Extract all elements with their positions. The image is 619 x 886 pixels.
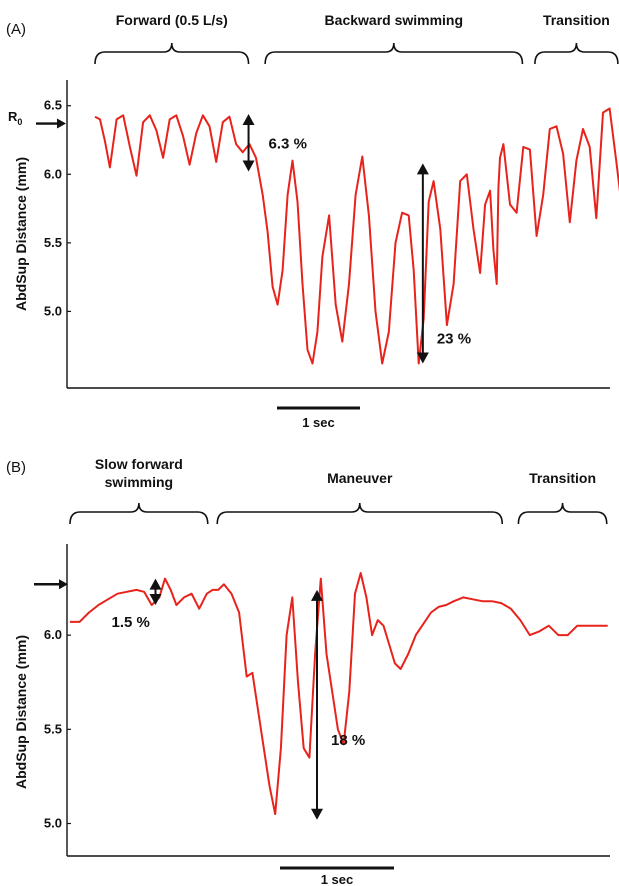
phase-brace [534, 42, 619, 65]
r0-arrow-head [59, 579, 68, 590]
amplitude-arrow-head-down [242, 160, 255, 172]
phase-label: Transition [543, 12, 610, 28]
panel-label-b: (B) [6, 459, 26, 476]
y-tick-label: 5.0 [44, 303, 62, 318]
phase-braces-a: Forward (0.5 L/s) Backward swimming Transi… [94, 12, 619, 65]
phase-braces-b: Slow forward swimming Maneuver Transition [69, 456, 608, 525]
phase-brace [216, 502, 504, 525]
r0-marker-a: R0 [8, 109, 66, 129]
amplitude-arrow-head-down [311, 808, 323, 820]
phase-brace [69, 502, 209, 525]
y-tick-label: 5.0 [44, 816, 62, 831]
phase-brace [517, 502, 608, 525]
amplitude-label: 23 % [437, 331, 471, 348]
series-line-b [70, 572, 608, 816]
panel-label-a: (A) [6, 21, 26, 38]
scalebar-a: 1 sec [277, 406, 360, 430]
amplitude-label: 18 % [331, 732, 365, 749]
amplitude-label: 6.3 % [269, 136, 307, 153]
phase-label: Transition [529, 470, 596, 486]
phase-brace [94, 42, 250, 65]
phase-label: Maneuver [327, 470, 393, 486]
y-axis-label-a: AbdSup Distance (mm) [13, 157, 29, 311]
amplitude-arrow-head-up [242, 113, 255, 125]
r0-label: R0 [8, 109, 22, 127]
y-tick-label: 6.5 [44, 98, 62, 113]
scalebar-label-a: 1 sec [302, 415, 335, 430]
amplitude-arrow-head-up [311, 589, 323, 601]
r0-marker-b [34, 579, 68, 590]
panel-b: (B) Slow forward swimming Maneuver Transiti… [6, 456, 610, 886]
phase-label: Backward swimming [325, 12, 464, 28]
y-axis-a [66, 80, 610, 389]
scalebar-b: 1 sec [280, 866, 394, 886]
amplitude-arrow-head-up [149, 578, 162, 590]
y-ticks-a: 6.5 6.0 5.5 5.0 [44, 98, 71, 318]
scalebar-label-b: 1 sec [321, 872, 354, 886]
y-tick-label: 6.0 [44, 627, 62, 642]
y-tick-label: 5.5 [44, 721, 62, 736]
phase-label: Slow forward swimming [95, 456, 183, 490]
y-tick-label: 5.5 [44, 235, 62, 250]
amplitude-arrow-head-up [416, 163, 429, 175]
y-ticks-b: 6.0 5.5 5.0 [44, 627, 71, 831]
amplitude-label: 1.5 % [112, 614, 150, 631]
y-axis-b [66, 544, 610, 857]
phase-label: Forward (0.5 L/s) [116, 12, 228, 28]
y-tick-label: 6.0 [44, 166, 62, 181]
series-line-a [94, 107, 619, 365]
phase-brace [264, 42, 524, 65]
panel-a: (A) Forward (0.5 L/s) Backward swimming Tr… [6, 12, 619, 430]
amplitude-arrow-head-down [149, 593, 162, 605]
amplitude-arrows-b: 1.5 % 18 % [112, 578, 365, 820]
y-axis-label-b: AbdSup Distance (mm) [13, 635, 29, 789]
r0-arrow-head [57, 118, 66, 129]
amplitude-arrows-a: 6.3 % 23 % [242, 113, 471, 364]
amplitude-arrow-head-down [416, 352, 429, 364]
